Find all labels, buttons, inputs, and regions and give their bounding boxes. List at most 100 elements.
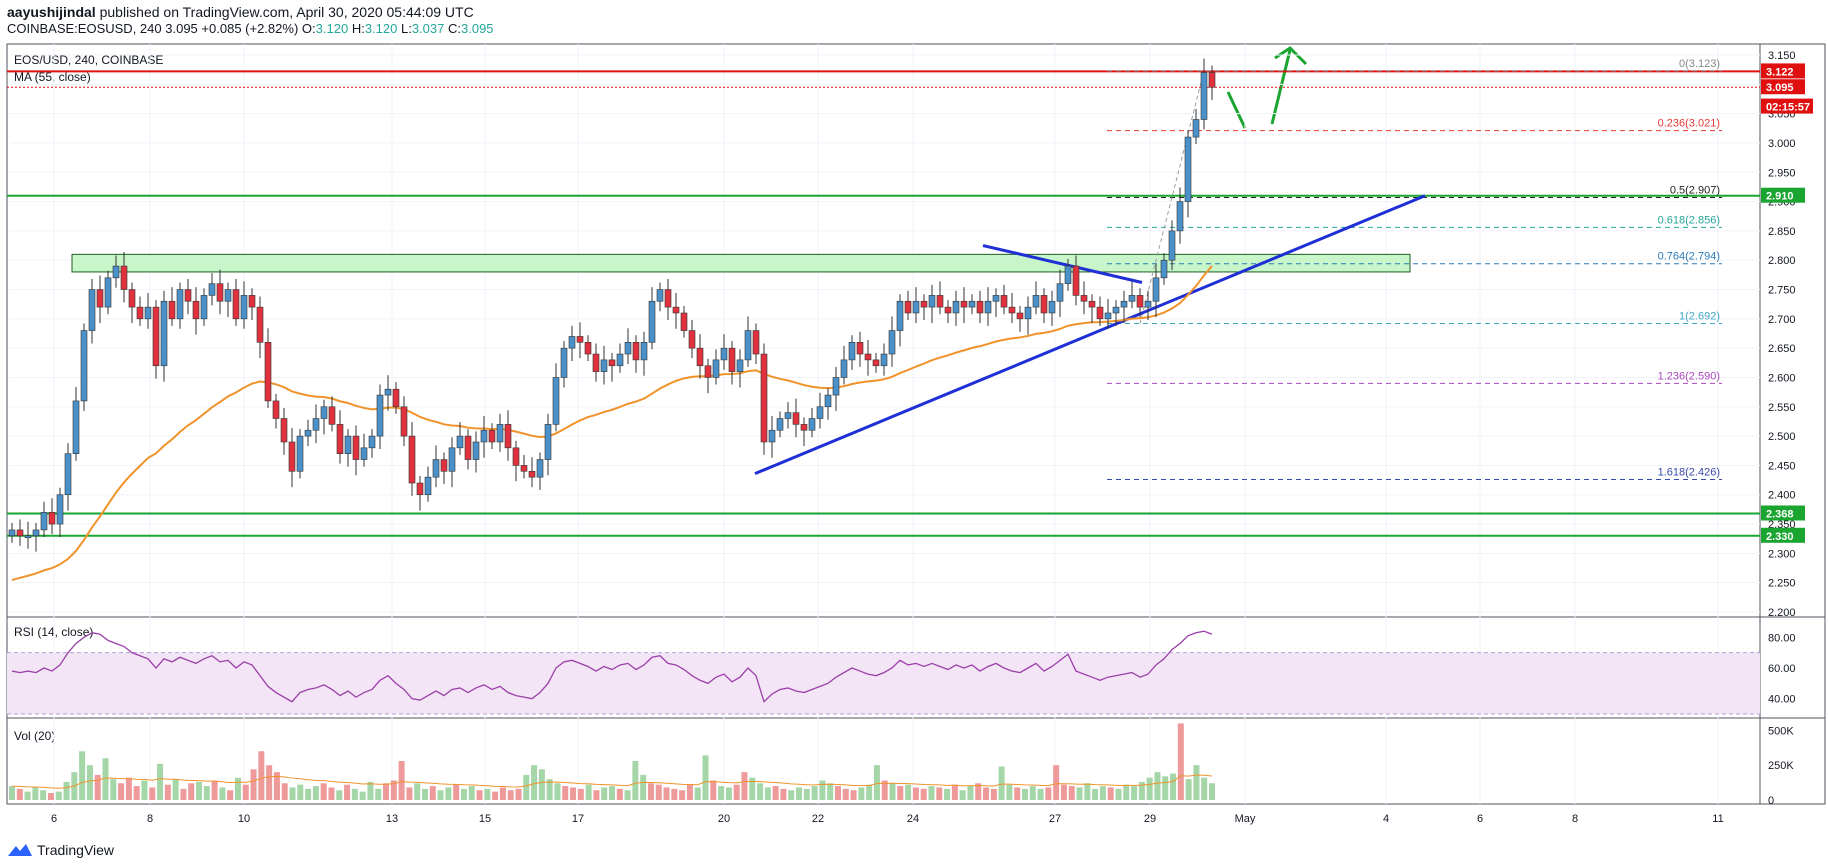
fib-label: 0.236(3.021)	[1658, 118, 1720, 130]
price-tick-label: 2.400	[1768, 490, 1796, 502]
ohlc-line: COINBASE:EOSUSD, 240 3.095 +0.085 (+2.82…	[7, 21, 494, 36]
volume-bar	[344, 784, 351, 800]
publisher-name[interactable]: aayushijindal	[7, 4, 96, 20]
volume-bar	[149, 787, 156, 800]
volume-bar	[507, 790, 514, 800]
volume-bar	[905, 784, 912, 800]
open-label: O:	[301, 21, 316, 36]
time-tick-label: 6	[1477, 813, 1483, 825]
candle-body	[896, 300, 904, 331]
bullish-trendline	[754, 194, 1426, 476]
vol-pane-label: Vol (20)	[14, 729, 55, 743]
candle-body	[344, 435, 352, 454]
candle-body	[208, 283, 216, 296]
volume-bar	[951, 784, 958, 800]
candle-body	[912, 300, 920, 314]
time-tick-label: 6	[51, 813, 57, 825]
volume-bar	[546, 779, 553, 800]
candle-body	[456, 435, 464, 449]
volume-bar	[289, 787, 296, 800]
candle-body	[392, 388, 400, 408]
price-tick-label: 2.450	[1768, 460, 1796, 472]
volume-bar	[219, 787, 226, 800]
candle-body	[248, 295, 256, 308]
volume-bar	[1029, 786, 1036, 800]
volume-bar	[554, 783, 561, 800]
close-label: C:	[448, 21, 461, 36]
volume-bar	[305, 788, 312, 800]
candle-body	[112, 265, 120, 279]
volume-bar	[764, 787, 771, 800]
volume-bar	[928, 786, 935, 800]
volume-bar	[655, 784, 662, 800]
candle-body	[920, 300, 928, 308]
candle-body	[376, 394, 384, 437]
candle-body	[816, 406, 824, 419]
fib-label: 0.5(2.907)	[1670, 184, 1720, 196]
volume-bar	[967, 786, 974, 800]
price-tick-label: 2.250	[1768, 578, 1796, 590]
volume-bar	[975, 783, 982, 800]
price-tag-label: 3.095	[1766, 82, 1794, 94]
fib-label: 1.618(2.426)	[1658, 466, 1720, 478]
price-tick-label: 2.700	[1768, 314, 1796, 326]
candle-body	[608, 359, 616, 367]
volume-bar	[725, 787, 732, 800]
candle-body	[216, 283, 224, 302]
volume-bar	[429, 786, 436, 800]
volume-bar	[180, 788, 187, 800]
price-tag-label: 02:15:57	[1766, 102, 1810, 114]
volume-bar	[1021, 788, 1028, 800]
volume-bar	[484, 788, 491, 800]
candle-body	[904, 300, 912, 314]
volume-bar	[873, 765, 880, 800]
time-tick-label: 15	[479, 813, 491, 825]
candle-body	[80, 330, 88, 402]
volume-bar	[375, 788, 382, 800]
price-tag	[1761, 79, 1805, 95]
candle-body	[432, 459, 440, 478]
price-tick-label: 2.850	[1768, 226, 1796, 238]
candle-body	[808, 418, 816, 431]
candle-body	[1192, 119, 1200, 138]
price-tick-label: 2.750	[1768, 285, 1796, 297]
tradingview-logo-icon	[8, 844, 32, 856]
footer-brand[interactable]: TradingView	[7, 842, 114, 858]
volume-bar	[133, 786, 140, 800]
volume-bar	[577, 788, 584, 800]
volume-bar	[102, 758, 109, 800]
volume-bar	[281, 783, 288, 800]
volume-bar	[47, 793, 54, 800]
candle-body	[720, 347, 728, 361]
candle-body	[600, 359, 608, 372]
candle-body	[1096, 306, 1104, 320]
candle-body	[448, 447, 456, 472]
volume-bar	[492, 791, 499, 800]
time-tick-label: 17	[572, 813, 584, 825]
candle-body	[488, 429, 496, 443]
candle-body	[1208, 72, 1216, 88]
candle-body	[40, 512, 48, 531]
time-tick-label: 11	[1712, 813, 1723, 825]
candle-body	[256, 306, 264, 343]
candle-body	[496, 424, 504, 443]
candle-body	[696, 347, 704, 367]
candle-body	[424, 476, 432, 496]
low-label: L:	[400, 21, 412, 36]
volume-bar	[889, 783, 896, 800]
candle-body	[632, 341, 640, 361]
price-tick-label: 2.950	[1768, 167, 1796, 179]
volume-bar	[86, 765, 93, 800]
price-tag-label: 2.368	[1766, 508, 1794, 520]
candle-body	[1120, 300, 1128, 308]
candle-body	[848, 341, 856, 361]
candle-body	[264, 341, 272, 402]
volume-bar	[312, 786, 319, 800]
time-tick-label: 8	[147, 813, 153, 825]
volume-bar	[811, 786, 818, 800]
volume-bar	[40, 790, 47, 800]
volume-bar	[359, 791, 366, 800]
volume-bar	[24, 791, 31, 800]
volume-bar	[1201, 777, 1208, 800]
